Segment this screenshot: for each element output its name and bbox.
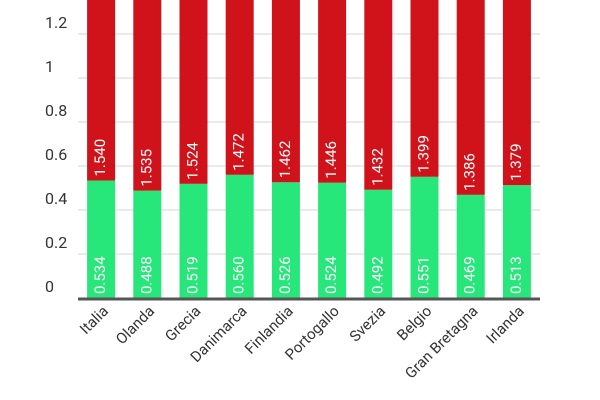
- x-tick-label: Belgio: [393, 302, 435, 344]
- bars: [87, 0, 531, 298]
- y-tick-label: 1.2: [45, 13, 67, 32]
- value-label: 0.524: [322, 256, 340, 294]
- value-label: 0.488: [137, 256, 155, 294]
- value-label: 1.462: [276, 141, 294, 179]
- value-label: 1.432: [368, 148, 386, 186]
- bar-segment: [456, 0, 485, 195]
- y-tick-label: 0.8: [45, 101, 67, 120]
- value-label: 0.534: [91, 256, 109, 294]
- x-tick-label: Irlanda: [483, 302, 528, 347]
- value-label: 1.535: [137, 149, 155, 187]
- value-label: 1.399: [414, 135, 432, 173]
- bar-segment: [179, 0, 208, 184]
- value-label: 1.446: [322, 141, 340, 179]
- bar-segment: [87, 180, 116, 298]
- bar-segment: [364, 189, 393, 298]
- bar-segment: [271, 0, 300, 183]
- bar-segment: [133, 190, 162, 298]
- value-label: 1.472: [230, 133, 248, 171]
- y-tick-label: 0.6: [45, 145, 67, 164]
- value-label: 0.526: [276, 256, 294, 294]
- bar-segment: [318, 0, 347, 183]
- value-label: 1.540: [91, 139, 109, 177]
- value-label: 0.513: [507, 256, 525, 294]
- value-label: 0.492: [368, 256, 386, 294]
- y-tick-label: 1: [45, 57, 54, 76]
- y-tick-label: 0.4: [45, 189, 67, 208]
- value-label: 1.379: [507, 143, 525, 181]
- bar-segment: [410, 176, 439, 298]
- bar-segment: [225, 0, 254, 175]
- bar-segment: [456, 194, 485, 298]
- value-label: 1.386: [461, 153, 479, 191]
- value-label: 0.551: [414, 256, 432, 294]
- bar-segment: [364, 0, 393, 190]
- value-label: 0.560: [230, 256, 248, 294]
- bar-segment: [410, 0, 439, 177]
- bar-segment: [318, 182, 347, 298]
- bar-segment: [133, 0, 162, 191]
- x-tick-label: Grecia: [161, 302, 204, 345]
- bar-segment: [271, 182, 300, 298]
- y-tick-label: 0.2: [45, 233, 67, 252]
- bar-segment: [179, 183, 208, 298]
- x-tick-label: Italia: [76, 302, 112, 338]
- bar-segment: [502, 0, 531, 186]
- x-tick-label: Olanda: [112, 302, 158, 348]
- value-label: 0.519: [183, 256, 201, 294]
- bar-segment: [225, 174, 254, 298]
- bar-segment: [87, 0, 116, 181]
- value-label: 1.524: [183, 142, 201, 180]
- x-tick-label: Svezia: [346, 302, 389, 345]
- value-label: 0.469: [461, 256, 479, 294]
- bar-segment: [502, 185, 531, 298]
- y-tick-label: 0: [45, 277, 54, 296]
